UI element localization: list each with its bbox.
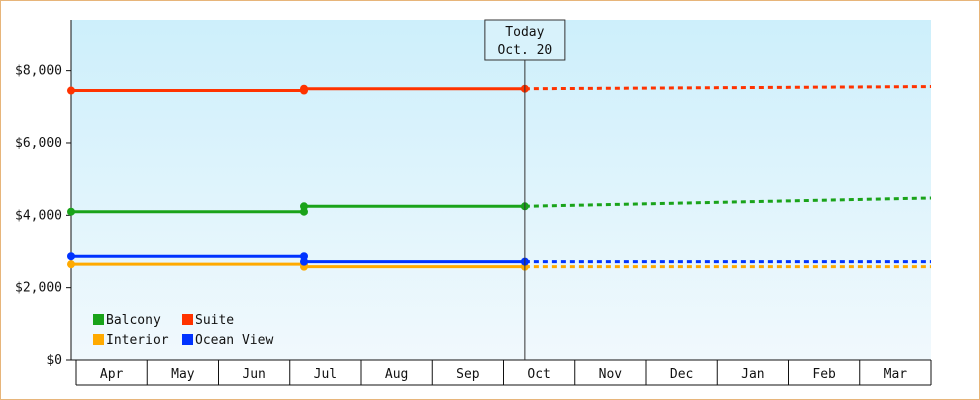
x-tick-label: Sep (456, 367, 480, 382)
series-projection-balcony (524, 196, 932, 208)
x-tick-label: Jul (314, 367, 337, 382)
data-point-ocean-view (300, 257, 308, 266)
legend-swatch-balcony (93, 314, 104, 325)
data-point-ocean-view (67, 252, 75, 261)
y-tick-label: $0 (46, 353, 62, 368)
legend-label-ocean-view: Ocean View (195, 333, 273, 348)
legend-label-suite: Suite (195, 313, 234, 328)
plot-background (71, 20, 931, 360)
x-tick-label: Feb (812, 367, 836, 382)
series-projection-suite (524, 85, 932, 91)
legend-swatch-ocean-view (182, 334, 193, 345)
y-tick-label: $8,000 (15, 64, 62, 79)
legend-label-balcony: Balcony (106, 313, 161, 328)
data-point-balcony (67, 207, 75, 216)
legend-label-interior: Interior (106, 333, 169, 348)
today-box (484, 19, 566, 61)
data-point-interior (67, 260, 75, 269)
x-tick-label: May (171, 367, 195, 382)
x-tick-label: Dec (670, 367, 693, 382)
today-label: Today (505, 25, 544, 40)
x-tick-label: Apr (100, 367, 124, 382)
data-point-balcony (300, 202, 308, 211)
x-tick-label: Mar (884, 367, 908, 382)
today-date: Oct. 20 (497, 43, 552, 58)
legend-swatch-interior (93, 334, 104, 345)
legend-swatch-suite (182, 314, 193, 325)
x-tick-label: Nov (599, 367, 623, 382)
y-tick-label: $2,000 (15, 281, 62, 296)
y-tick-label: $4,000 (15, 208, 62, 223)
data-point-suite (300, 84, 308, 93)
x-tick-label: Jan (741, 367, 764, 382)
x-tick-label: Jun (242, 367, 265, 382)
x-tick-label: Oct (527, 367, 550, 382)
y-tick-label: $6,000 (15, 136, 62, 151)
x-tick-label: Aug (385, 367, 408, 382)
data-point-suite (67, 86, 75, 95)
